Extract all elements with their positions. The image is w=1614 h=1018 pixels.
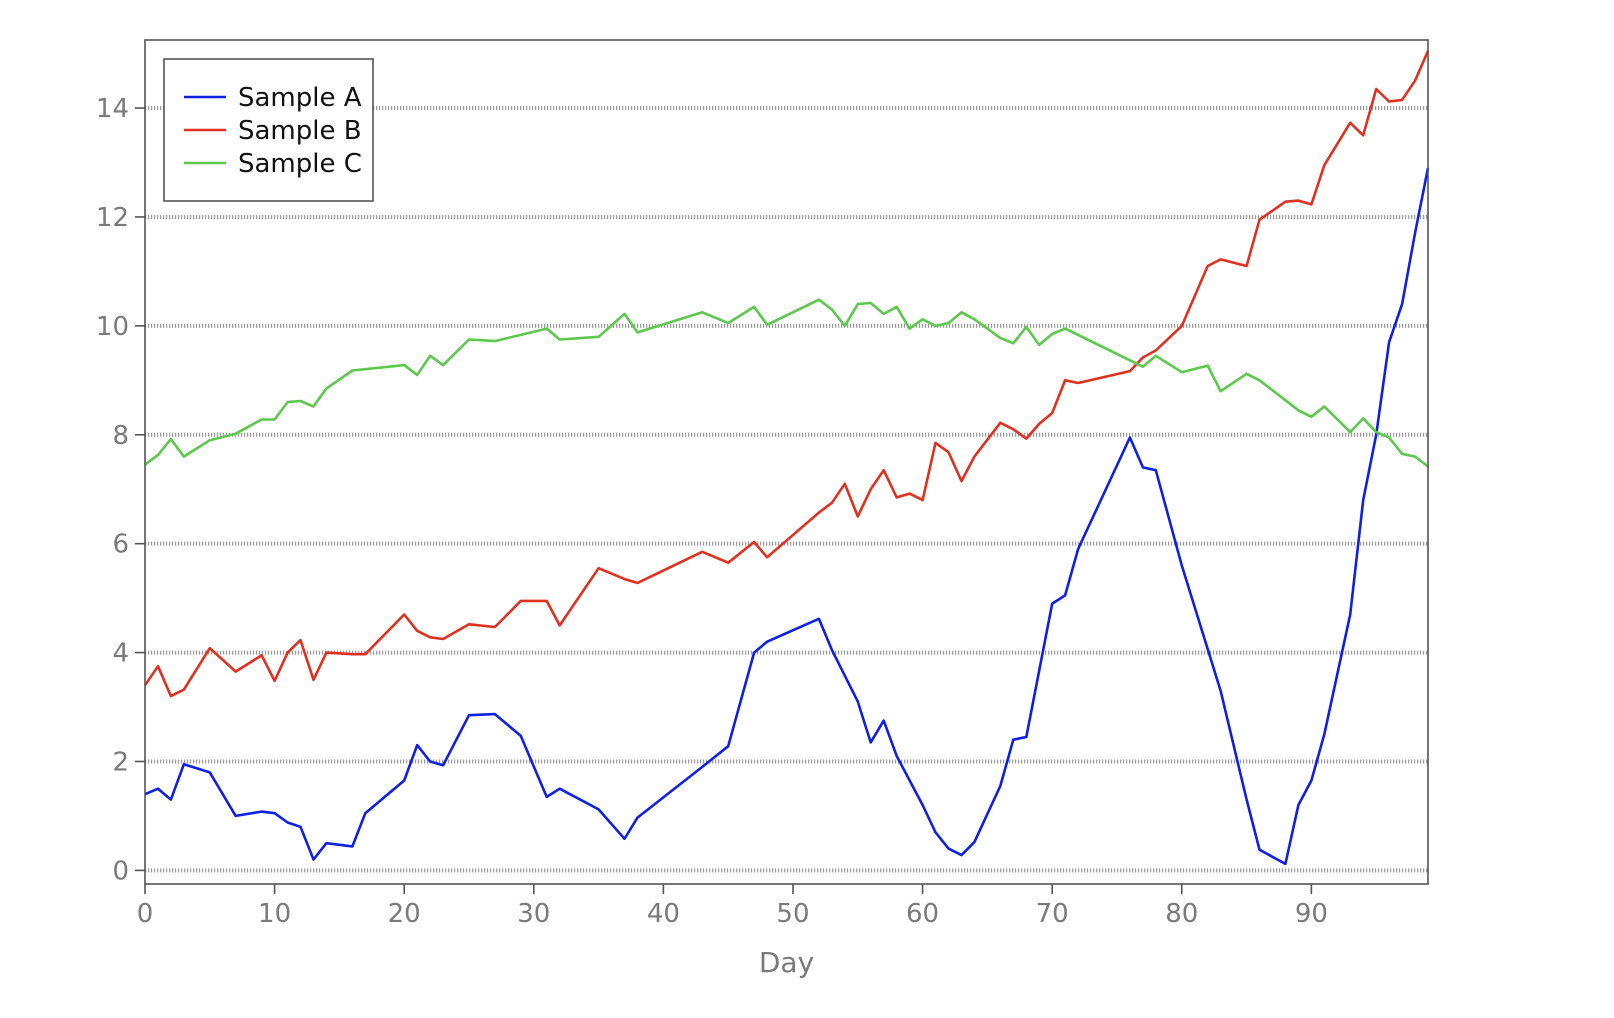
- x-axis-ticks: 0 10 20 30 40 50 60 70 80 90: [137, 884, 1328, 929]
- x-tick-label: 80: [1165, 899, 1198, 929]
- x-tick-label: 70: [1036, 899, 1069, 929]
- series-line-sample-b: [143, 50, 1430, 698]
- series-line-sample-c: [144, 298, 1429, 468]
- y-tick-label: 2: [112, 747, 129, 777]
- y-tick-label: 12: [96, 203, 129, 233]
- x-tick-label: 40: [647, 899, 680, 929]
- x-tick-label: 50: [776, 899, 809, 929]
- series-line-sample-a: [144, 167, 1430, 866]
- y-tick-label: 8: [112, 421, 129, 451]
- x-tick-label: 10: [258, 899, 291, 929]
- legend-label: Sample B: [238, 116, 362, 146]
- legend-label: Sample C: [238, 149, 362, 179]
- x-tick-label: 0: [137, 899, 154, 929]
- x-tick-label: 90: [1295, 899, 1328, 929]
- x-tick-label: 60: [906, 899, 939, 929]
- x-axis-title: Day: [759, 946, 814, 979]
- x-tick-label: 20: [388, 899, 421, 929]
- y-axis-ticks: 0 2 4 6 8 10 12 14: [96, 94, 145, 886]
- y-tick-label: 0: [112, 856, 129, 886]
- y-tick-label: 6: [112, 530, 129, 560]
- y-tick-label: 4: [112, 639, 129, 669]
- series-lines: [143, 50, 1430, 866]
- grid-lines: [145, 106, 1428, 873]
- axes: [144, 39, 1429, 885]
- y-tick-label: 14: [96, 94, 129, 124]
- plot-frame: [144, 39, 1429, 885]
- y-tick-label: 10: [96, 312, 129, 342]
- legend-label: Sample A: [238, 83, 362, 113]
- x-tick-label: 30: [517, 899, 550, 929]
